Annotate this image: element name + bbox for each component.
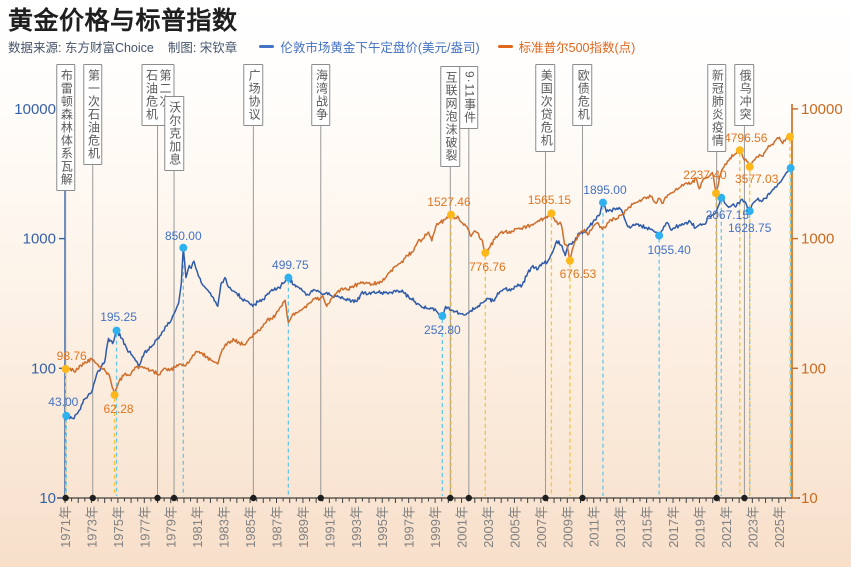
gold-marker-dot (62, 411, 71, 420)
left-axis-label: 10000 (14, 101, 56, 118)
x-axis-label: 2025年 (772, 506, 787, 548)
x-axis-label: 2001年 (455, 506, 470, 548)
x-axis-label: 1991年 (322, 506, 337, 548)
event-axis-dot (465, 494, 473, 502)
left-axis-label: 10 (39, 490, 56, 507)
x-axis-label: 2005年 (507, 506, 522, 548)
event-axis-dot (250, 494, 257, 502)
event-axis-dot (154, 494, 161, 502)
x-axis-label: 1997年 (402, 506, 417, 548)
right-axis-label: 100 (801, 360, 826, 377)
x-axis-label: 2017年 (666, 506, 681, 548)
x-axis-label: 2015年 (640, 506, 655, 548)
x-axis-label: 1981年 (190, 506, 205, 548)
x-axis-label: 1979年 (164, 506, 179, 548)
x-axis-label: 2009年 (560, 506, 575, 548)
sp-marker-dot (547, 209, 556, 218)
x-axis-label: 1975年 (111, 506, 126, 548)
gold-marker-dot (745, 207, 754, 216)
gold-marker-dot (112, 326, 121, 335)
event-axis-dot (741, 494, 748, 502)
sp500-line-swatch-icon (497, 45, 513, 48)
sp-marker-dot (446, 210, 455, 219)
legend-item-gold[interactable]: 伦敦市场黄金下午定盘价(美元/盎司) (259, 37, 480, 56)
legend-item-sp500[interactable]: 标准普尔500指数(点) (497, 37, 636, 56)
chart-author-label: 制图: 宋钦章 (167, 41, 238, 55)
legend: 伦敦市场黄金下午定盘价(美元/盎司) 标准普尔500指数(点) (259, 37, 635, 56)
x-axis-label: 2021年 (719, 506, 734, 548)
sp-marker-dot (481, 248, 490, 257)
x-axis-label: 2019年 (692, 506, 707, 548)
x-axis-label: 1989年 (296, 506, 311, 548)
event-axis-dot (542, 494, 549, 502)
gold-marker-dot (438, 312, 447, 321)
right-axis-label: 10 (801, 490, 818, 507)
x-axis-label: 1987年 (269, 506, 284, 548)
x-axis-label: 1971年 (58, 506, 73, 548)
meta-row: 数据来源: 东方财富Choice 制图: 宋钦章 伦敦市场黄金下午定盘价(美元/… (8, 37, 635, 56)
sp-marker-dot (61, 365, 70, 374)
left-axis-label: 100 (31, 360, 56, 377)
gold-line-swatch-icon (259, 45, 275, 48)
gold-marker-dot (284, 273, 293, 282)
gold-marker-dot (717, 193, 726, 202)
x-axis-label: 2013年 (613, 506, 628, 548)
x-axis-label: 2023年 (745, 506, 760, 548)
data-source-label: 数据来源: 东方财富Choice (8, 41, 154, 55)
gold-marker-dot (786, 164, 795, 173)
x-axis-label: 1973年 (84, 506, 99, 548)
gold-marker-dot (179, 243, 188, 252)
sp-marker-dot (735, 146, 744, 155)
x-axis-label: 1995年 (375, 506, 390, 548)
sp-marker-dot (711, 189, 720, 198)
sp-marker-dot (565, 256, 574, 265)
x-axis-label: 1977年 (137, 506, 152, 548)
x-axis-label: 2007年 (534, 506, 549, 548)
event-axis-dot (89, 494, 96, 502)
right-axis-label: 10000 (801, 101, 843, 118)
sp-marker-dot (745, 162, 754, 171)
legend-label-sp500: 标准普尔500指数(点) (518, 41, 636, 55)
gold-series-line (64, 165, 793, 421)
x-axis-label: 2003年 (481, 506, 496, 548)
legend-label-gold: 伦敦市场黄金下午定盘价(美元/盎司) (280, 41, 480, 55)
page-title: 黄金价格与标普指数 (8, 7, 238, 35)
x-axis-label: 2011年 (587, 506, 602, 547)
event-axis-dot (170, 494, 178, 502)
sp-marker-dot (786, 132, 795, 141)
event-axis-dot (317, 494, 324, 502)
event-axis-dot (579, 494, 586, 502)
gold-marker-dot (598, 198, 607, 207)
event-axis-dot (447, 494, 454, 502)
right-axis-label: 1000 (801, 231, 834, 248)
event-axis-dot (62, 494, 69, 502)
x-axis-label: 1983年 (217, 506, 232, 548)
event-axis-dot (713, 494, 720, 502)
x-axis-label: 1999年 (428, 506, 443, 548)
left-axis-label: 1000 (23, 231, 56, 248)
gold-marker-dot (655, 231, 664, 240)
x-axis-label: 1985年 (243, 506, 258, 548)
sp-marker-dot (110, 390, 119, 399)
x-axis-label: 1993年 (349, 506, 364, 548)
sp-series-line (65, 134, 793, 396)
